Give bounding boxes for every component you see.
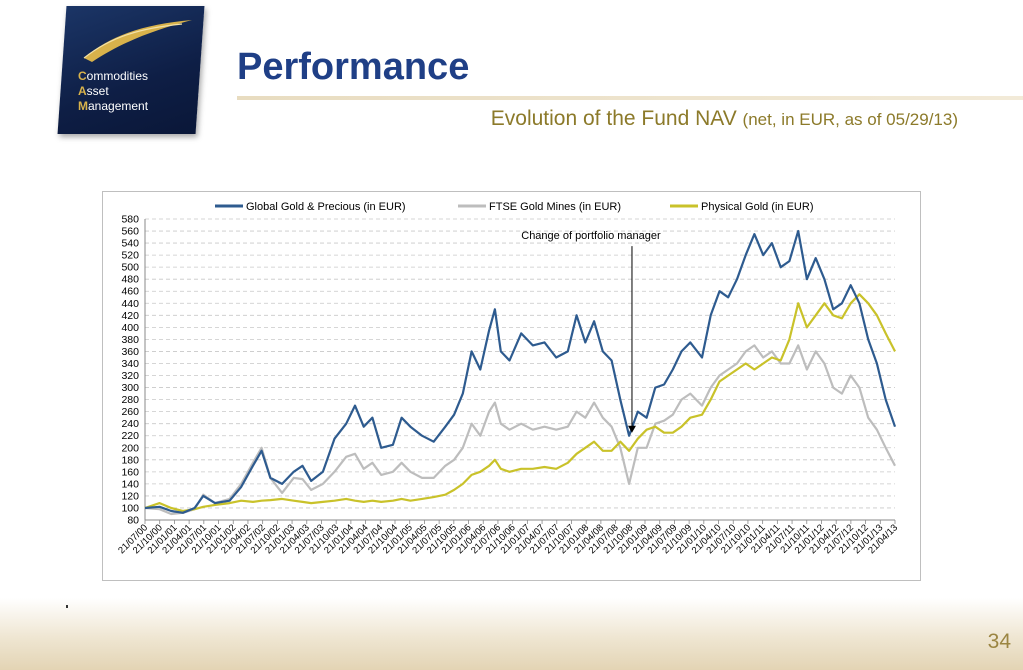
y-tick-label: 520 [121,250,139,262]
footer-dot [66,605,68,608]
y-tick-label: 80 [127,515,139,527]
y-tick-label: 280 [121,394,139,406]
page-number: 34 [987,630,1011,653]
y-tick-label: 540 [121,238,139,250]
logo-word-management: anagement [88,99,149,113]
series-line [144,293,896,513]
y-tick-label: 480 [121,274,139,286]
logo-initial-c: C [78,69,87,83]
nav-line-chart: 8010012014016018020022024026028030032034… [116,201,900,556]
series-line [144,344,896,516]
logo-swoosh-icon [83,20,192,62]
y-tick-label: 360 [121,346,139,358]
y-tick-label: 440 [121,298,139,310]
chart-frame: 80 100 120 140 160 180 200 220 240 260 280 300 320 34… [102,191,921,581]
y-tick-label: 300 [121,382,139,394]
y-tick-label: 580 [121,214,139,226]
company-logo: Commodities Asset Management [57,6,205,134]
y-tick-label: 500 [121,262,139,274]
chart-subtitle: Evolution of the Fund NAV (net, in EUR, … [491,107,958,131]
title-divider [237,96,1023,100]
logo-word-asset: sset [86,84,109,98]
legend-label: Global Gold & Precious (in EUR) [246,201,406,213]
y-tick-label: 400 [121,322,139,334]
y-tick-label: 220 [121,430,139,442]
annotation-arrow-icon [627,425,636,433]
logo-initial-a: A [78,84,87,98]
logo-word-commodities: ommodities [86,69,149,83]
subtitle-note: (net, in EUR, as of 05/29/13) [742,110,958,129]
y-tick-label: 380 [121,334,139,346]
y-tick-label: 460 [121,286,139,298]
y-tick-label: 260 [121,406,139,418]
series-line [144,229,897,514]
y-tick-label: 100 [121,502,139,514]
legend-label: Physical Gold (in EUR) [701,201,813,213]
y-tick-label: 240 [121,418,139,430]
y-tick-label: 420 [121,310,139,322]
footer-band [0,598,1023,670]
y-tick-label: 560 [121,226,139,238]
y-tick-label: 120 [121,490,139,502]
y-tick-label: 180 [121,454,139,466]
y-tick-label: 200 [121,442,139,454]
logo-initial-m: M [78,99,88,113]
annotation-label: Change of portfolio manager [521,230,661,242]
y-tick-label: 140 [121,478,139,490]
y-tick-label: 340 [121,358,139,370]
y-tick-label: 160 [121,466,139,478]
legend-label: FTSE Gold Mines (in EUR) [489,201,621,213]
logo-text: Commodities Asset Management [78,69,148,114]
subtitle-main: Evolution of the Fund NAV [490,107,737,130]
y-tick-label: 320 [121,370,139,382]
page-title: Performance [237,46,470,88]
